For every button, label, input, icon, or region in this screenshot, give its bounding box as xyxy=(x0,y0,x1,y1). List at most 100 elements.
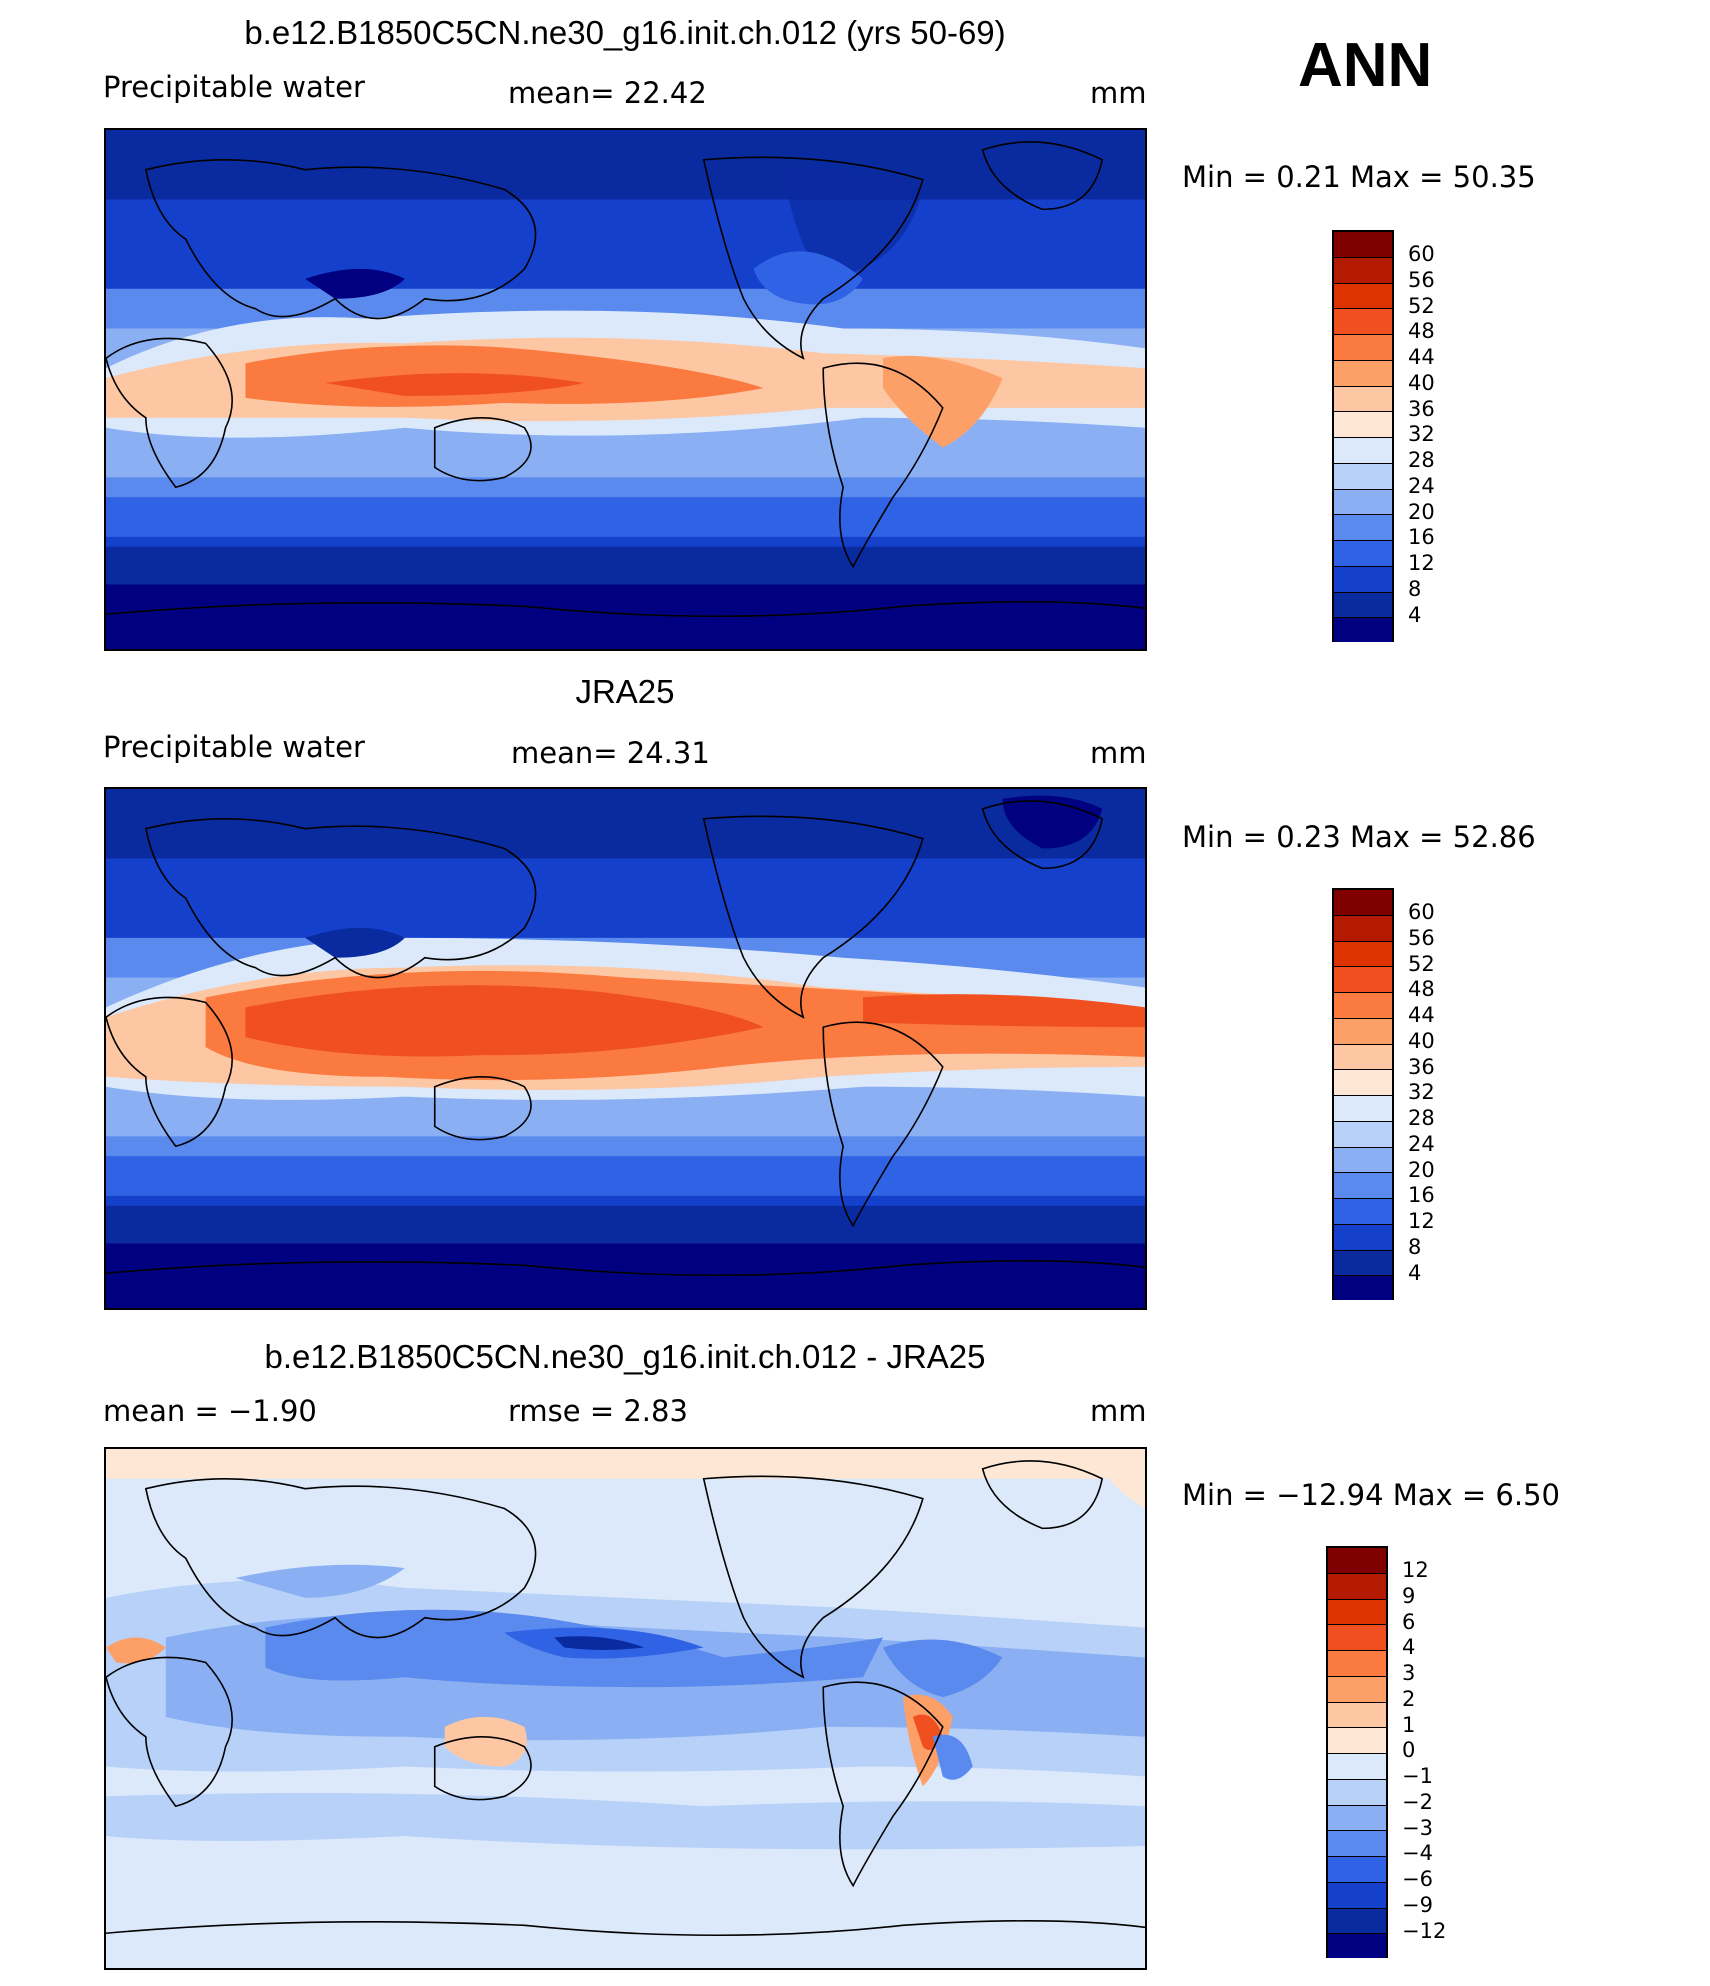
cb3-seg-13 xyxy=(1328,1882,1386,1909)
cb1-label-12: 12 xyxy=(1408,551,1435,575)
cb2-label-2: 52 xyxy=(1408,951,1435,976)
panel-3-colorbar xyxy=(1326,1546,1388,1958)
panel-2-colorbar xyxy=(1332,888,1394,1300)
cb3-seg-8 xyxy=(1328,1754,1386,1780)
panel-1-map xyxy=(104,128,1147,651)
cb3-label-12: −6 xyxy=(1402,1867,1433,1891)
cb1-label-6: 36 xyxy=(1408,396,1435,421)
cb3-label-5: 2 xyxy=(1402,1686,1416,1711)
cb1-label-1: 56 xyxy=(1408,267,1435,292)
cb1-seg-12 xyxy=(1334,541,1392,567)
cb1-label-2: 52 xyxy=(1408,293,1435,318)
cb2-label-10: 20 xyxy=(1408,1157,1435,1182)
cb2-label-11: 16 xyxy=(1408,1183,1435,1208)
cb2-label-7: 32 xyxy=(1408,1080,1435,1105)
cb3-seg-14 xyxy=(1328,1908,1386,1935)
cb2-label-5: 40 xyxy=(1408,1028,1435,1053)
cb2-seg-15 xyxy=(1334,1276,1392,1300)
cb3-seg-3 xyxy=(1328,1625,1386,1651)
season-label: ANN xyxy=(1298,31,1433,100)
cb1-seg-3 xyxy=(1334,309,1392,335)
cb3-seg-9 xyxy=(1328,1779,1386,1806)
cb3-seg-15 xyxy=(1328,1934,1386,1958)
cb3-seg-5 xyxy=(1328,1676,1386,1703)
cb2-seg-13 xyxy=(1334,1224,1392,1251)
panel-3-title: b.e12.B1850C5CN.ne30_g16.init.ch.012 - J… xyxy=(264,1338,986,1375)
panel-1-variable-label: Precipitable water xyxy=(103,70,365,104)
cb3-label-2: 6 xyxy=(1402,1609,1416,1634)
cb2-label-12: 12 xyxy=(1408,1209,1435,1233)
panel-3-rmse: rmse = 2.83 xyxy=(508,1394,688,1428)
cb1-seg-7 xyxy=(1334,412,1392,438)
panel-2-map xyxy=(104,787,1147,1310)
cb3-label-7: 0 xyxy=(1402,1738,1416,1763)
cb1-seg-1 xyxy=(1334,257,1392,284)
cb3-label-3: 4 xyxy=(1402,1635,1416,1660)
cb1-seg-5 xyxy=(1334,360,1392,387)
cb1-label-10: 20 xyxy=(1408,499,1435,524)
cb3-seg-10 xyxy=(1328,1805,1386,1832)
cb2-seg-2 xyxy=(1334,941,1392,968)
cb3-seg-2 xyxy=(1328,1599,1386,1626)
panel-3-units: mm xyxy=(1090,1394,1147,1428)
cb1-seg-10 xyxy=(1334,489,1392,516)
cb1-seg-11 xyxy=(1334,515,1392,541)
cb3-label-9: −2 xyxy=(1402,1789,1433,1814)
cb2-label-1: 56 xyxy=(1408,925,1435,950)
cb2-label-13: 8 xyxy=(1408,1234,1422,1259)
cb3-label-10: −3 xyxy=(1402,1815,1433,1840)
cb3-label-11: −4 xyxy=(1402,1841,1433,1866)
cb1-label-4: 44 xyxy=(1408,345,1435,369)
cb2-label-3: 48 xyxy=(1408,977,1435,1002)
cb3-label-1: 9 xyxy=(1402,1583,1416,1608)
cb1-seg-13 xyxy=(1334,566,1392,593)
panel-3-mean: mean = −1.90 xyxy=(103,1394,317,1428)
cb2-seg-8 xyxy=(1334,1096,1392,1122)
cb2-label-9: 24 xyxy=(1408,1131,1435,1156)
panel-3-minmax: Min = −12.94 Max = 6.50 xyxy=(1182,1478,1560,1512)
cb3-label-14: −12 xyxy=(1402,1918,1447,1943)
cb2-seg-11 xyxy=(1334,1173,1392,1199)
cb2-seg-3 xyxy=(1334,967,1392,993)
panel-2-colorbar-labels: 60 56 52 48 44 40 36 32 28 24 20 16 12 8… xyxy=(1408,902,1468,1302)
panel-2-units: mm xyxy=(1090,736,1147,770)
cb2-seg-0 xyxy=(1334,890,1392,916)
cb1-label-14: 4 xyxy=(1408,602,1422,627)
cb3-seg-12 xyxy=(1328,1857,1386,1883)
panel-1-mean: mean= 22.42 xyxy=(508,76,707,110)
panel-2-minmax: Min = 0.23 Max = 52.86 xyxy=(1182,820,1536,854)
cb2-label-8: 28 xyxy=(1408,1106,1435,1130)
cb2-seg-4 xyxy=(1334,993,1392,1019)
cb3-seg-1 xyxy=(1328,1573,1386,1600)
cb1-label-5: 40 xyxy=(1408,370,1435,395)
cb1-seg-2 xyxy=(1334,283,1392,310)
cb1-seg-9 xyxy=(1334,463,1392,490)
panel-2-mean: mean= 24.31 xyxy=(511,736,710,770)
cb3-label-0: 12 xyxy=(1402,1558,1429,1582)
cb2-label-0: 60 xyxy=(1408,900,1435,924)
cb1-seg-0 xyxy=(1334,232,1392,258)
cb2-seg-1 xyxy=(1334,915,1392,942)
cb1-label-0: 60 xyxy=(1408,242,1435,266)
cb2-label-4: 44 xyxy=(1408,1003,1435,1027)
cb1-label-11: 16 xyxy=(1408,525,1435,550)
cb2-label-14: 4 xyxy=(1408,1260,1422,1285)
cb1-label-3: 48 xyxy=(1408,319,1435,344)
panel-1-colorbar-labels: 60 56 52 48 44 40 36 32 28 24 20 16 12 8… xyxy=(1408,244,1468,644)
cb2-seg-14 xyxy=(1334,1250,1392,1277)
panel-1-title: b.e12.B1850C5CN.ne30_g16.init.ch.012 (yr… xyxy=(244,14,1006,51)
panel-3-colorbar-labels: 12 9 6 4 3 2 1 0 −1 −2 −3 −4 −6 −9 −12 xyxy=(1402,1560,1482,1960)
panel-3-map xyxy=(104,1447,1147,1970)
cb1-label-9: 24 xyxy=(1408,473,1435,498)
panel-2-title: JRA25 xyxy=(575,673,675,710)
cb3-seg-4 xyxy=(1328,1651,1386,1677)
cb2-seg-10 xyxy=(1334,1147,1392,1174)
cb3-seg-7 xyxy=(1328,1728,1386,1754)
panel-1-colorbar xyxy=(1332,230,1394,642)
cb1-seg-6 xyxy=(1334,386,1392,413)
cb1-seg-15 xyxy=(1334,618,1392,642)
cb2-seg-9 xyxy=(1334,1121,1392,1148)
cb2-seg-5 xyxy=(1334,1018,1392,1045)
cb2-seg-7 xyxy=(1334,1070,1392,1096)
cb1-seg-4 xyxy=(1334,335,1392,361)
